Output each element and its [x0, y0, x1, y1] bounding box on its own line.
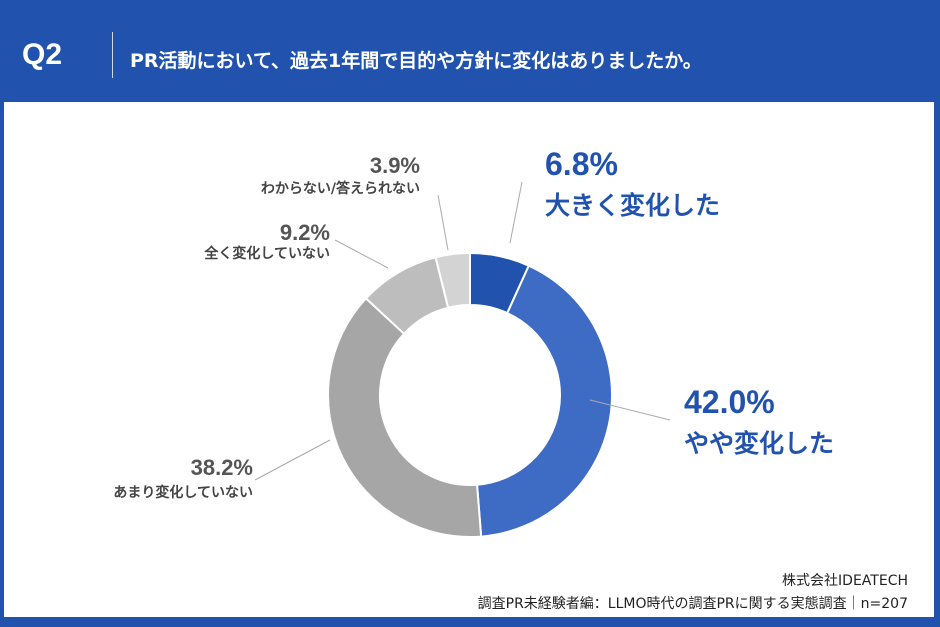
label-cat-3: 全く変化していない: [204, 246, 330, 262]
leader-line-3: [334, 239, 389, 269]
footer-company: 株式会社IDEATECH: [782, 573, 908, 589]
label-pct-2: 38.2%: [190, 455, 253, 480]
label-cat-0: 大きく変化した: [545, 191, 721, 220]
question-title: PR活動において、過去1年間で目的や方針に変化はありましたか。: [130, 50, 702, 72]
footer-source: 調査PR未経験者編：LLMO時代の調査PRに関する実態調査｜n=207: [477, 596, 908, 612]
donut-slice-2: [327, 296, 483, 538]
header-divider: [112, 32, 113, 78]
label-cat-4: わからない/答えられない: [260, 181, 420, 197]
donut-slice-1: [475, 264, 613, 538]
label-pct-1: 42.0%: [684, 384, 775, 420]
label-pct-0: 6.8%: [545, 146, 618, 182]
label-cat-2: あまり変化していない: [113, 485, 253, 501]
leader-line-2: [254, 439, 331, 481]
leader-line-1: [589, 399, 671, 421]
leader-line-0: [509, 181, 523, 244]
leader-line-4: [437, 194, 449, 251]
question-number: Q2: [22, 38, 63, 71]
label-pct-4: 3.9%: [369, 153, 420, 178]
donut-slice-4: [434, 251, 471, 309]
label-pct-3: 9.2%: [279, 220, 330, 245]
label-cat-1: やや変化した: [684, 429, 835, 458]
